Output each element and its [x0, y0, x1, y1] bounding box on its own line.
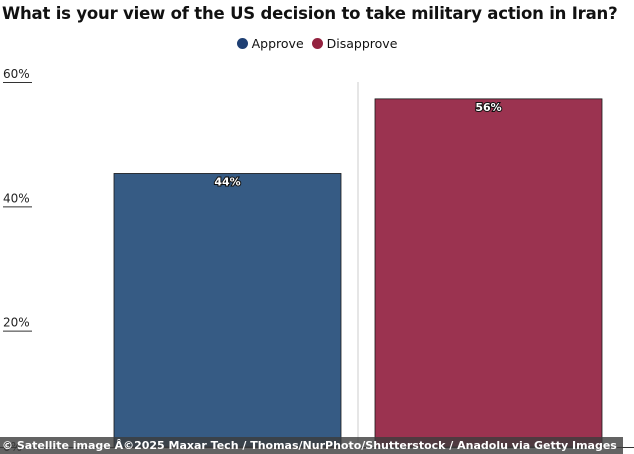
y-axis-ticks: 60%40%20%0%	[3, 67, 32, 454]
legend-label-approve: Approve	[251, 36, 304, 51]
data-label-approve: 44%	[214, 175, 240, 188]
legend-item-approve: Approve	[236, 36, 304, 51]
bars: 44% 56%	[113, 98, 603, 448]
legend: Approve Disapprove	[0, 36, 634, 51]
chart-title: What is your view of the US decision to …	[2, 4, 618, 23]
legend-swatch-disapprove	[311, 38, 323, 49]
y-tick-label: 20%	[3, 316, 30, 330]
legend-swatch-approve	[236, 38, 248, 49]
legend-label-disapprove: Disapprove	[326, 36, 398, 51]
bar-disapprove	[374, 98, 603, 448]
y-tick-label: 60%	[3, 67, 30, 81]
image-credit-caption: © Satellite image Â©2025 Maxar Tech / Th…	[0, 437, 623, 454]
y-tick-label: 40%	[3, 191, 30, 205]
bar-approve	[113, 173, 342, 448]
legend-item-disapprove: Disapprove	[311, 36, 398, 51]
data-label-disapprove: 56%	[475, 101, 501, 114]
